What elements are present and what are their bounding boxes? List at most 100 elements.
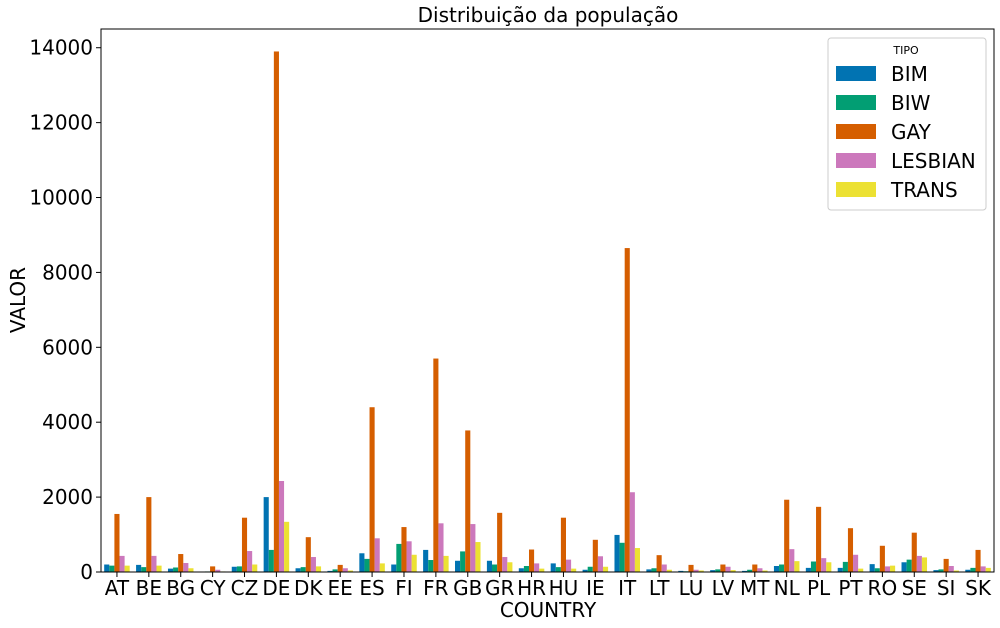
plot-frame xyxy=(100,28,995,573)
bar-biw-it xyxy=(619,542,625,572)
bar-lesbian-de xyxy=(278,481,285,572)
bar-bim-se xyxy=(901,562,907,572)
bar-trans-sk xyxy=(985,567,991,572)
bar-gay-pl xyxy=(816,506,822,572)
y-axis: 0 2000 4000 6000 8000 10000 12000 14000 xyxy=(29,36,101,584)
x-tick-label: CZ xyxy=(231,576,259,600)
x-tick-label: IE xyxy=(586,576,605,600)
x-tick-label: SK xyxy=(965,576,992,600)
bar-bim-fi xyxy=(391,564,397,572)
bar-biw-ee xyxy=(332,569,338,572)
legend-label-trans: TRANS xyxy=(890,178,958,202)
bar-bim-mt xyxy=(742,570,748,572)
legend-label-gay: GAY xyxy=(891,120,932,144)
bar-lesbian-se xyxy=(916,555,922,572)
bar-lesbian-gr xyxy=(502,557,508,572)
bar-trans-be xyxy=(156,565,162,572)
legend-swatch-bim xyxy=(836,66,876,81)
bar-trans-lt xyxy=(666,569,672,572)
bar-trans-fr xyxy=(443,555,449,572)
bar-gay-ie xyxy=(592,539,598,572)
y-tick-label: 12000 xyxy=(29,111,93,135)
bar-biw-cz xyxy=(236,566,242,572)
y-tick-label: 2000 xyxy=(42,485,93,509)
bar-trans-gr xyxy=(507,562,513,572)
bar-biw-pl xyxy=(810,561,817,572)
x-tick-label: GR xyxy=(485,576,514,600)
bar-bim-it xyxy=(614,534,620,572)
bar-biw-at xyxy=(109,565,115,572)
bar-gay-cz xyxy=(241,517,248,572)
y-tick-label: 6000 xyxy=(42,335,93,359)
bar-series-group xyxy=(104,51,991,572)
bar-bim-be xyxy=(136,564,142,572)
bar-lesbian-ie xyxy=(597,556,603,572)
bar-biw-de xyxy=(268,549,274,572)
bar-lesbian-at xyxy=(119,555,125,572)
bar-lesbian-lv xyxy=(725,566,731,572)
x-tick-label: IT xyxy=(618,576,637,600)
x-tick-label: CY xyxy=(200,576,227,600)
bar-gay-lu xyxy=(688,564,694,572)
legend-swatch-trans xyxy=(836,182,876,197)
bar-lesbian-hu xyxy=(565,559,572,572)
bar-gay-nl xyxy=(784,499,790,572)
bar-lesbian-cz xyxy=(247,551,253,572)
bar-lesbian-si xyxy=(948,566,954,572)
bar-gay-hr xyxy=(529,549,535,572)
bar-lesbian-dk xyxy=(310,557,316,572)
bar-lesbian-it xyxy=(629,492,635,572)
bar-trans-hu xyxy=(571,568,577,572)
bar-bim-dk xyxy=(295,568,301,572)
bar-bim-gb xyxy=(455,560,461,572)
bar-lesbian-mt xyxy=(757,568,763,572)
bar-trans-gb xyxy=(475,542,481,572)
bar-biw-pt xyxy=(842,561,848,572)
y-tick-label: 10000 xyxy=(29,186,93,210)
bar-gay-gb xyxy=(465,430,471,572)
legend-title: TIPO xyxy=(892,44,919,57)
bar-bim-nl xyxy=(773,566,780,572)
bar-biw-hu xyxy=(555,567,561,572)
bar-trans-dk xyxy=(315,566,322,572)
bar-bim-si xyxy=(933,570,939,572)
y-tick-label: 4000 xyxy=(42,410,93,434)
x-tick-label: RO xyxy=(868,576,898,600)
bar-bim-es xyxy=(359,553,365,572)
bar-gay-se xyxy=(911,532,917,572)
bar-trans-hr xyxy=(539,568,545,572)
x-tick-label: BG xyxy=(166,576,195,600)
bar-biw-es xyxy=(364,558,370,572)
x-tick-label: LU xyxy=(679,576,704,600)
bar-trans-ee xyxy=(347,570,353,572)
bar-trans-pl xyxy=(826,562,832,572)
x-tick-label: GB xyxy=(453,576,482,600)
bar-biw-si xyxy=(938,569,944,572)
bar-trans-pt xyxy=(858,568,864,572)
bar-biw-hr xyxy=(523,566,530,572)
bar-gay-hu xyxy=(560,517,566,572)
bar-lesbian-be xyxy=(151,555,157,572)
bar-trans-si xyxy=(953,570,959,572)
bar-lesbian-ro xyxy=(884,566,891,572)
bar-biw-lv xyxy=(715,569,721,572)
bar-lesbian-fi xyxy=(406,541,412,572)
bar-gay-gr xyxy=(497,512,503,572)
bar-biw-lt xyxy=(651,568,657,572)
y-tick-label: 14000 xyxy=(29,36,93,60)
bar-lesbian-pt xyxy=(853,554,859,572)
x-tick-label: DK xyxy=(294,576,323,600)
bar-bim-lv xyxy=(710,570,716,572)
bar-biw-bg xyxy=(173,567,179,572)
bar-trans-mt xyxy=(762,570,768,572)
x-tick-label: SE xyxy=(902,576,927,600)
bar-bim-ro xyxy=(869,564,875,572)
x-tick-label: HR xyxy=(517,576,546,600)
bar-bim-ie xyxy=(582,569,588,572)
x-tick-label: PL xyxy=(807,576,831,600)
bar-trans-se xyxy=(921,557,928,572)
bar-bim-pl xyxy=(805,567,811,572)
y-tick-label: 0 xyxy=(80,560,93,584)
bar-gay-pt xyxy=(847,528,854,572)
